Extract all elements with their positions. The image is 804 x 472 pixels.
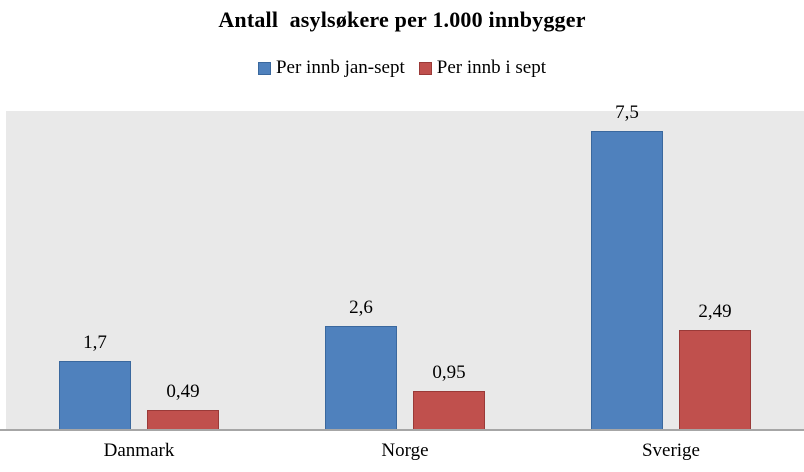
- value-label-danmark-sept: 0,49: [166, 380, 200, 402]
- category-label-sverige: Sverige: [641, 440, 700, 461]
- legend-item-jan-sept: Per innb jan-sept: [257, 57, 405, 79]
- chart-title: Antall asylsøkere per 1.000 innbygger: [218, 7, 586, 32]
- value-label-sverige-sept: 2,49: [698, 301, 732, 323]
- bar-norge-jan-sept: [324, 325, 397, 429]
- bar-group-norge: 2,6 0,95: [272, 111, 538, 429]
- value-label-norge-sept: 0,95: [432, 362, 466, 384]
- x-axis-line: [0, 429, 804, 431]
- legend-swatch-blue-icon: [257, 61, 271, 75]
- category-label-danmark: Danmark: [103, 440, 175, 461]
- bar-group-danmark: 1,7 0,49: [6, 111, 272, 429]
- bar-danmark-jan-sept: [58, 361, 131, 429]
- bar-sverige-sept: [678, 330, 751, 429]
- category-axis-labels: Danmark Norge Sverige: [6, 439, 804, 463]
- value-label-danmark-jan-sept: 1,7: [83, 332, 107, 354]
- value-label-sverige-jan-sept: 7,5: [615, 101, 639, 123]
- legend-label-sept: Per innb i sept: [436, 57, 546, 78]
- legend-swatch-red-icon: [418, 61, 432, 75]
- legend: Per innb jan-sept Per innb i sept: [0, 57, 804, 79]
- legend-item-sept: Per innb i sept: [418, 57, 546, 79]
- legend-label-jan-sept: Per innb jan-sept: [275, 57, 405, 78]
- bar-danmark-sept: [146, 409, 219, 429]
- bar-group-sverige: 7,5 2,49: [538, 102, 804, 429]
- bar-groups: 1,7 0,49 2,6 0,95: [6, 102, 804, 429]
- value-label-norge-jan-sept: 2,6: [349, 296, 373, 318]
- plot-area: 1,7 0,49 2,6 0,95: [6, 102, 804, 429]
- category-label-norge: Norge: [381, 440, 429, 461]
- bar-sverige-jan-sept: [590, 130, 663, 429]
- bar-norge-sept: [412, 391, 485, 429]
